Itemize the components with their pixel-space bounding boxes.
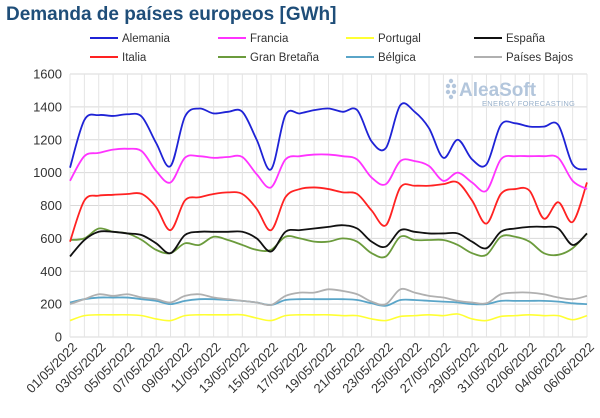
watermark-icon xyxy=(445,78,457,100)
y-tick-label: 200 xyxy=(40,297,62,312)
legend: Alemania Francia Portugal España Italia Gran … xyxy=(90,33,573,64)
y-tick-label: 1600 xyxy=(33,67,62,82)
watermark-logo: AleaSoft ENERGY FORECASTING xyxy=(445,78,575,108)
y-tick-label: 800 xyxy=(40,198,62,213)
series-line-francia xyxy=(69,147,588,193)
legend-label-italia: Italia xyxy=(122,52,147,64)
watermark-brand: AleaSoft xyxy=(459,80,537,101)
y-tick-label: 600 xyxy=(40,231,62,246)
legend-label-portugal: Portugal xyxy=(378,33,421,45)
watermark-tagline: ENERGY FORECASTING xyxy=(482,99,575,108)
legend-label-paises-bajos: Países Bajos xyxy=(506,52,573,64)
series-line-portugal xyxy=(69,313,588,322)
legend-label-francia: Francia xyxy=(250,33,289,45)
series-line-paises-bajos xyxy=(69,287,588,307)
y-tick-label: 400 xyxy=(40,264,62,279)
series-line-italia xyxy=(69,180,588,242)
y-tick-label: 1000 xyxy=(33,165,62,180)
y-tick-label: 1200 xyxy=(33,132,62,147)
legend-label-gran-bretana: Gran Bretaña xyxy=(250,52,320,64)
series-line-gran-bretana xyxy=(69,227,588,259)
series-layer xyxy=(69,102,588,322)
series-line-belgica xyxy=(69,296,588,307)
grid-layer xyxy=(69,73,588,338)
y-tick-label: 1400 xyxy=(33,99,62,114)
y-tick-label: 0 xyxy=(55,330,62,345)
legend-label-alemania: Alemania xyxy=(122,33,171,45)
chart-title: Demanda de países europeos [GWh] xyxy=(6,4,337,25)
series-line-espana xyxy=(69,224,588,258)
series-line-alemania xyxy=(69,102,588,171)
legend-label-belgica: Bélgica xyxy=(378,52,416,64)
legend-label-espana: España xyxy=(506,33,546,45)
